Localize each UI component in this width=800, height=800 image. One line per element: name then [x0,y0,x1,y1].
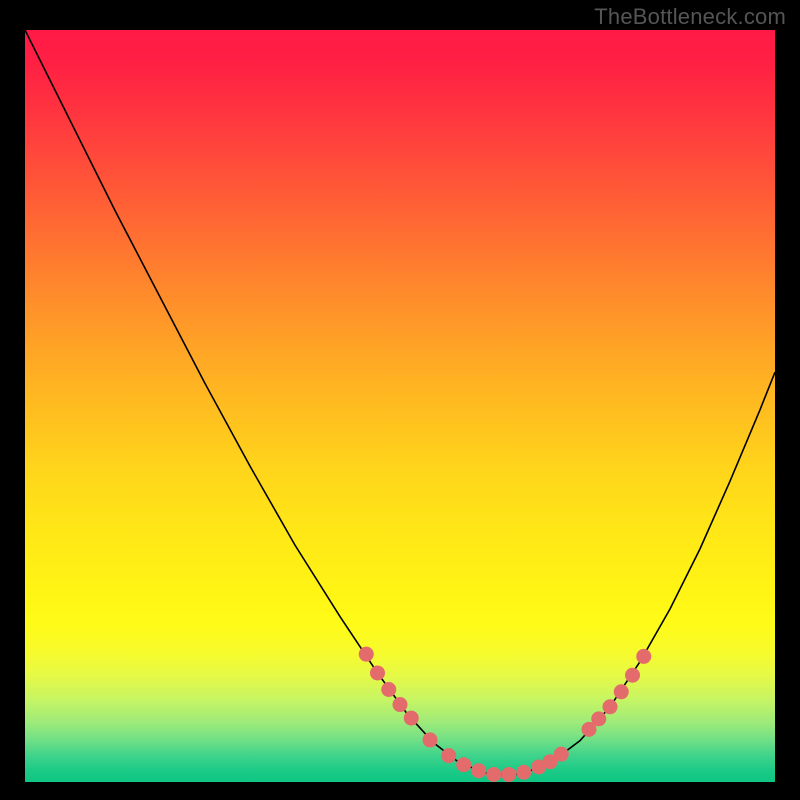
curve-marker [456,757,471,772]
chart-plot-background [25,30,775,782]
curve-marker [516,765,531,780]
curve-marker [486,767,501,782]
bottleneck-curve-chart [0,0,800,800]
curve-marker [423,732,438,747]
curve-marker [501,767,516,782]
curve-marker [591,711,606,726]
curve-marker [441,748,456,763]
curve-marker [359,647,374,662]
curve-marker [603,699,618,714]
curve-marker [393,697,408,712]
curve-marker [625,668,640,683]
curve-marker [614,684,629,699]
curve-marker [636,649,651,664]
curve-marker [370,665,385,680]
watermark-text: TheBottleneck.com [594,4,786,30]
curve-marker [554,747,569,762]
curve-marker [381,682,396,697]
curve-marker [404,711,419,726]
chart-container: TheBottleneck.com [0,0,800,800]
curve-marker [471,763,486,778]
